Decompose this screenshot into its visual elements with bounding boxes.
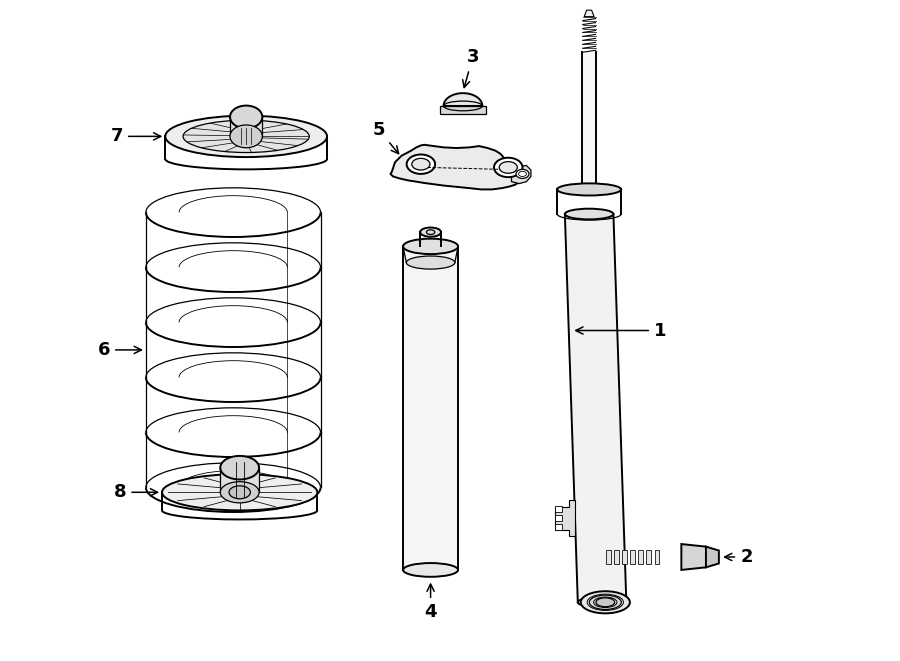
- Text: 6: 6: [97, 341, 141, 359]
- Ellipse shape: [500, 161, 518, 173]
- Ellipse shape: [596, 598, 615, 607]
- Ellipse shape: [230, 125, 262, 148]
- Polygon shape: [220, 468, 259, 492]
- Ellipse shape: [166, 116, 327, 157]
- Polygon shape: [630, 550, 635, 564]
- Text: 1: 1: [576, 321, 667, 340]
- Ellipse shape: [230, 106, 262, 128]
- Text: 5: 5: [373, 121, 399, 153]
- Ellipse shape: [580, 591, 630, 613]
- Ellipse shape: [229, 486, 250, 499]
- Polygon shape: [582, 52, 596, 190]
- Ellipse shape: [590, 595, 621, 609]
- Polygon shape: [654, 550, 660, 564]
- Ellipse shape: [403, 239, 458, 254]
- Polygon shape: [230, 117, 262, 136]
- Ellipse shape: [557, 183, 621, 196]
- Polygon shape: [439, 106, 486, 114]
- Polygon shape: [622, 550, 627, 564]
- Polygon shape: [614, 550, 619, 564]
- Bar: [555, 524, 562, 531]
- Polygon shape: [511, 165, 531, 184]
- Text: 4: 4: [424, 584, 436, 621]
- Polygon shape: [391, 145, 525, 190]
- Ellipse shape: [403, 563, 458, 577]
- Ellipse shape: [220, 482, 259, 503]
- Ellipse shape: [516, 169, 529, 178]
- Ellipse shape: [220, 456, 259, 479]
- Text: 8: 8: [113, 483, 158, 501]
- Polygon shape: [638, 550, 644, 564]
- Ellipse shape: [420, 227, 441, 237]
- Ellipse shape: [565, 209, 614, 219]
- Polygon shape: [606, 550, 611, 564]
- Ellipse shape: [407, 155, 435, 174]
- Ellipse shape: [162, 474, 318, 510]
- Polygon shape: [555, 500, 574, 536]
- Ellipse shape: [578, 597, 626, 607]
- Ellipse shape: [412, 159, 430, 170]
- Text: 7: 7: [111, 128, 161, 145]
- Polygon shape: [706, 547, 719, 567]
- Bar: [555, 506, 562, 512]
- Bar: [555, 515, 562, 522]
- Ellipse shape: [183, 120, 310, 153]
- Polygon shape: [584, 10, 594, 17]
- Polygon shape: [646, 550, 652, 564]
- Text: 3: 3: [463, 48, 479, 87]
- Text: 2: 2: [724, 548, 752, 566]
- Ellipse shape: [494, 158, 523, 177]
- Polygon shape: [681, 544, 708, 570]
- Ellipse shape: [406, 256, 454, 269]
- Polygon shape: [444, 93, 482, 106]
- Polygon shape: [403, 247, 458, 570]
- Polygon shape: [565, 214, 626, 602]
